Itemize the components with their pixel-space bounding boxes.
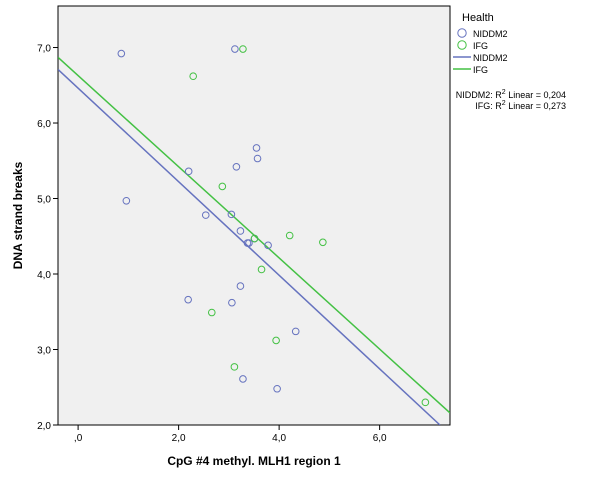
data-point-niddm2 [291, 327, 300, 336]
data-point-niddm2 [236, 227, 245, 235]
data-point-ifg [189, 72, 197, 81]
data-point-ifg [257, 265, 266, 274]
y-tick-label: 5,0 [37, 195, 51, 206]
legend-marker-niddm2 [457, 28, 467, 38]
data-point-ifg [285, 231, 294, 240]
data-point-ifg [207, 308, 216, 317]
data-point-ifg [421, 398, 430, 407]
r2-annotation: NIDDM2: R2 Linear = 0,204 [456, 89, 566, 100]
data-point-ifg [250, 234, 259, 243]
data-point-niddm2 [231, 45, 239, 53]
y-tick-label: 2,0 [37, 421, 51, 432]
r2-annotation: IFG: R2 Linear = 0,273 [475, 100, 566, 111]
data-point-niddm2 [117, 49, 126, 58]
data-point-niddm2 [253, 154, 262, 163]
data-point-niddm2 [122, 196, 131, 205]
data-point-niddm2 [273, 384, 281, 393]
data-point-niddm2 [245, 239, 253, 247]
data-point-ifg [218, 182, 227, 191]
legend-label: NIDDM2 [473, 29, 508, 39]
y-tick-label: 4,0 [37, 270, 51, 281]
data-point-niddm2 [228, 298, 236, 307]
data-point-ifg [319, 238, 327, 247]
y-tick-label: 7,0 [37, 44, 51, 55]
data-point-ifg [272, 336, 280, 345]
y-tick-label: 6,0 [37, 119, 51, 130]
legend-label: IFG [473, 65, 488, 75]
data-point-niddm2 [239, 375, 247, 383]
legend-marker-ifg [457, 40, 467, 50]
data-point-ifg [230, 363, 239, 371]
data-point-niddm2 [252, 144, 261, 152]
legend-label: IFG [473, 41, 488, 51]
data-point-niddm2 [184, 295, 192, 304]
y-axis-label: DNA strand breaks [11, 161, 25, 269]
x-tick-label: ,0 [74, 433, 83, 444]
data-points [117, 45, 430, 407]
data-point-niddm2 [227, 210, 236, 219]
x-tick-label: 2,0 [172, 433, 186, 444]
legend: Health NIDDM2 IFG NIDDM2 IFG [453, 12, 508, 75]
data-point-niddm2 [201, 211, 210, 219]
data-point-ifg [239, 45, 247, 53]
plot-area [57, 5, 451, 426]
data-point-niddm2 [232, 163, 241, 171]
y-tick-label: 3,0 [37, 346, 51, 357]
x-axis-label: CpG #4 methyl. MLH1 region 1 [167, 454, 341, 468]
fit-line-niddm2 [58, 68, 441, 425]
data-point-niddm2 [236, 282, 245, 290]
x-tick-label: 4,0 [272, 433, 286, 444]
legend-title: Health [462, 12, 494, 24]
data-point-niddm2 [184, 167, 193, 176]
axis-ticks: ,0 2,0 4,0 6,0 2,0 3,0 4,0 5,0 6,0 7,0 [37, 44, 387, 444]
x-tick-label: 6,0 [373, 433, 387, 444]
legend-label: NIDDM2 [473, 53, 508, 63]
data-point-niddm2 [264, 241, 272, 250]
